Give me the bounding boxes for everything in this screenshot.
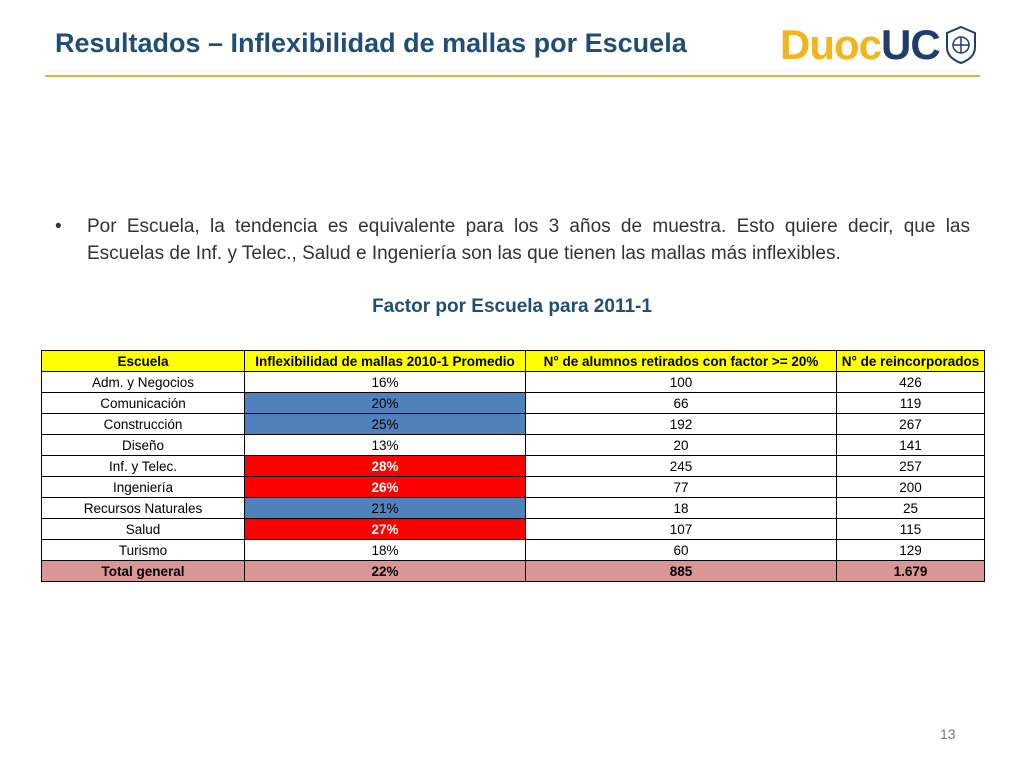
- cell-escuela: Comunicación: [41, 392, 245, 414]
- cell-escuela: Salud: [41, 518, 245, 540]
- table-row: Turismo 18% 60 129: [41, 539, 985, 561]
- header-retirados: N° de alumnos retirados con factor >= 20…: [525, 350, 837, 372]
- table-row: Recursos Naturales 21% 18 25: [41, 497, 985, 519]
- table-row: Diseño 13% 20 141: [41, 434, 985, 456]
- table-row: Ingeniería 26% 77 200: [41, 476, 985, 498]
- cell-retirados: 245: [525, 455, 837, 477]
- table-header-row: Escuela Inflexibilidad de mallas 2010-1 …: [41, 350, 985, 372]
- table-row: Comunicación 20% 66 119: [41, 392, 985, 414]
- table-row: Construcción 25% 192 267: [41, 413, 985, 435]
- logo-duoc-text: Duoc: [780, 21, 882, 68]
- cell-retirados: 20: [525, 434, 837, 456]
- uc-seal-icon: [945, 25, 976, 65]
- cell-retirados: 107: [525, 518, 837, 540]
- cell-reincorporados: 257: [836, 455, 985, 477]
- cell-escuela: Construcción: [41, 413, 245, 435]
- cell-inflexibilidad: 16%: [244, 371, 526, 393]
- cell-retirados: 100: [525, 371, 837, 393]
- cell-escuela: Ingeniería: [41, 476, 245, 498]
- factor-table: Escuela Inflexibilidad de mallas 2010-1 …: [41, 350, 985, 582]
- total-cell-inflexibilidad: 22%: [244, 560, 526, 582]
- cell-reincorporados: 200: [836, 476, 985, 498]
- cell-escuela: Diseño: [41, 434, 245, 456]
- duoc-uc-logo: Duoc UC: [780, 20, 978, 70]
- total-cell-escuela: Total general: [41, 560, 245, 582]
- total-cell-reincorporados: 1.679: [836, 560, 985, 582]
- cell-reincorporados: 25: [836, 497, 985, 519]
- cell-reincorporados: 119: [836, 392, 985, 414]
- cell-reincorporados: 267: [836, 413, 985, 435]
- cell-inflexibilidad: 20%: [244, 392, 526, 414]
- header-inflexibilidad: Inflexibilidad de mallas 2010-1 Promedio: [244, 350, 526, 372]
- table-title: Factor por Escuela para 2011-1: [372, 296, 652, 317]
- cell-escuela: Turismo: [41, 539, 245, 561]
- slide-title: Resultados – Inflexibilidad de mallas po…: [55, 28, 687, 58]
- cell-inflexibilidad: 18%: [244, 539, 526, 561]
- cell-escuela: Adm. y Negocios: [41, 371, 245, 393]
- cell-inflexibilidad: 21%: [244, 497, 526, 519]
- cell-reincorporados: 426: [836, 371, 985, 393]
- cell-escuela: Inf. y Telec.: [41, 455, 245, 477]
- cell-reincorporados: 141: [836, 434, 985, 456]
- table-row: Adm. y Negocios 16% 100 426: [41, 371, 985, 393]
- bullet-marker: •: [55, 216, 62, 237]
- table-row: Inf. y Telec. 28% 245 257: [41, 455, 985, 477]
- cell-retirados: 77: [525, 476, 837, 498]
- title-underline: [45, 75, 980, 77]
- table-row: Salud 27% 107 115: [41, 518, 985, 540]
- cell-reincorporados: 115: [836, 518, 985, 540]
- cell-inflexibilidad: 13%: [244, 434, 526, 456]
- page-number: 13: [940, 726, 956, 742]
- logo-uc-text: UC: [881, 21, 941, 68]
- cell-inflexibilidad: 28%: [244, 455, 526, 477]
- cell-retirados: 192: [525, 413, 837, 435]
- cell-reincorporados: 129: [836, 539, 985, 561]
- cell-retirados: 66: [525, 392, 837, 414]
- total-cell-retirados: 885: [525, 560, 837, 582]
- cell-escuela: Recursos Naturales: [41, 497, 245, 519]
- bullet-text: Por Escuela, la tendencia es equivalente…: [87, 216, 970, 264]
- cell-inflexibilidad: 27%: [244, 518, 526, 540]
- bullet-paragraph: • Por Escuela, la tendencia es equivalen…: [55, 213, 970, 267]
- cell-retirados: 60: [525, 539, 837, 561]
- table-total-row: Total general 22% 885 1.679: [41, 560, 985, 582]
- header-reincorporados: N° de reincorporados: [836, 350, 985, 372]
- cell-inflexibilidad: 26%: [244, 476, 526, 498]
- cell-inflexibilidad: 25%: [244, 413, 526, 435]
- header-escuela: Escuela: [41, 350, 245, 372]
- cell-retirados: 18: [525, 497, 837, 519]
